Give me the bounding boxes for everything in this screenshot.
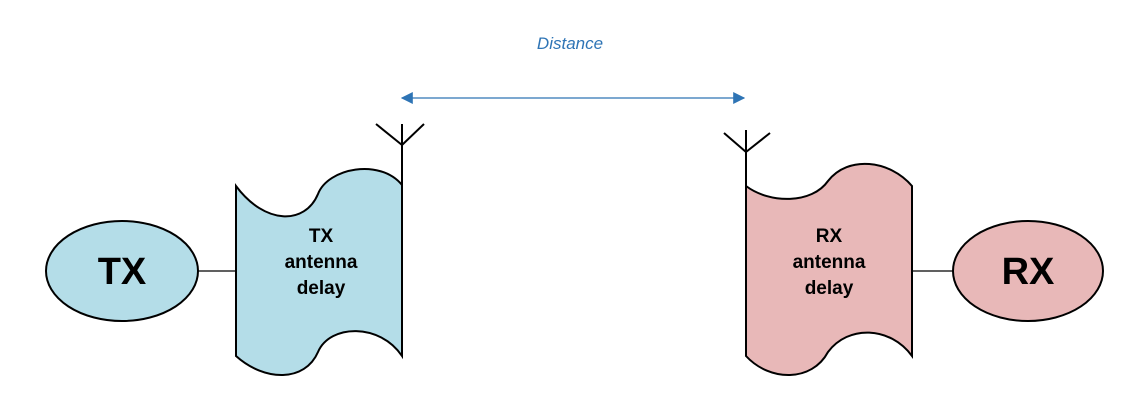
rx-antenna-delay-block [745, 162, 913, 376]
tx-delay-line-1: TX [308, 226, 334, 247]
rx-delay-line-1: RX [815, 226, 843, 247]
rx-delay-line-3: delay [804, 278, 854, 299]
tx-delay-line-2: antenna [284, 252, 358, 273]
rx-antenna-right-arm [745, 132, 771, 153]
rx-delay-line-2: antenna [792, 252, 866, 273]
rx-antenna-left-arm [723, 132, 747, 153]
rx-node [952, 220, 1104, 322]
rx-delay-label: RX antenna delay [754, 224, 904, 302]
tx-antenna-delay-block [235, 168, 403, 376]
rx-node-label: RX [1001, 251, 1055, 293]
tx-delay-label: TX antenna delay [246, 224, 396, 302]
distance-label: Distance [536, 34, 604, 53]
tx-delay-line-3: delay [296, 278, 346, 299]
tx-antenna-left-arm [375, 123, 403, 146]
tx-node-label: TX [97, 251, 147, 293]
tx-antenna-right-arm [401, 123, 425, 146]
